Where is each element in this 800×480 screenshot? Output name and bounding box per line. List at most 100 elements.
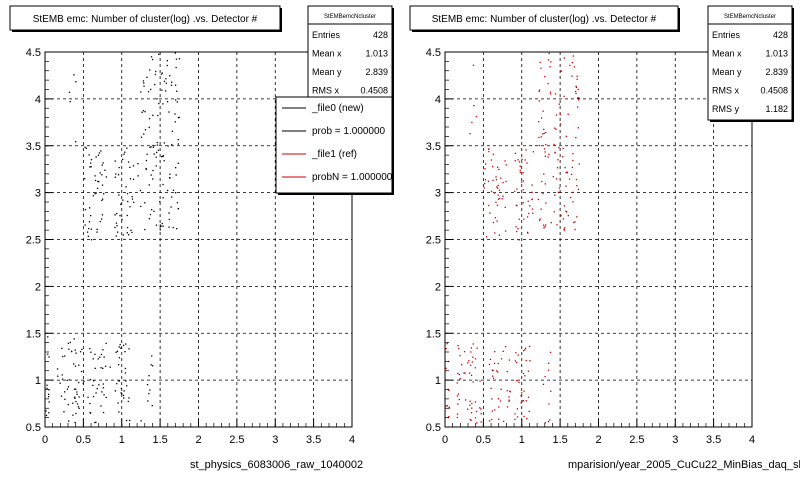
data-point	[559, 214, 562, 216]
data-point	[552, 176, 554, 178]
data-point	[66, 379, 68, 381]
data-point	[518, 218, 520, 220]
data-point	[467, 362, 469, 364]
data-point	[172, 189, 175, 191]
data-point	[505, 180, 507, 183]
data-point	[45, 410, 47, 412]
data-point	[530, 191, 533, 193]
x-tick-label: 2.5	[229, 434, 244, 446]
x-tick-label: 0	[42, 434, 48, 446]
data-point	[562, 147, 564, 149]
data-point	[168, 212, 170, 214]
data-point	[154, 73, 157, 76]
data-point	[82, 382, 84, 385]
data-point	[123, 344, 125, 346]
data-point	[75, 412, 77, 415]
data-point	[565, 135, 567, 137]
data-point	[544, 183, 546, 185]
data-point	[543, 75, 546, 78]
data-point	[88, 221, 91, 223]
data-point	[73, 338, 75, 340]
data-point	[144, 111, 146, 113]
data-point	[500, 358, 503, 360]
legend-label: _file0 (new)	[311, 103, 364, 114]
data-point	[497, 362, 499, 365]
data-point	[489, 358, 492, 360]
data-point	[498, 406, 500, 408]
data-point	[537, 198, 539, 201]
data-point	[554, 127, 556, 129]
data-point	[463, 372, 465, 374]
data-point	[130, 229, 132, 231]
data-point	[469, 400, 471, 402]
data-point	[95, 421, 97, 423]
data-point	[543, 173, 545, 175]
y-tick-label: 1.5	[26, 328, 41, 340]
data-point	[497, 184, 499, 187]
data-point	[151, 209, 153, 211]
data-point	[557, 191, 559, 193]
data-point	[168, 111, 170, 113]
data-point	[150, 146, 152, 148]
y-tick-label: 3	[35, 188, 41, 200]
data-point	[171, 143, 173, 146]
data-point	[457, 345, 459, 347]
data-point	[101, 214, 104, 216]
data-point	[518, 381, 520, 383]
data-point	[115, 173, 117, 175]
data-point	[545, 131, 547, 134]
data-point	[177, 208, 179, 210]
data-point	[469, 419, 471, 421]
data-point	[100, 353, 103, 356]
data-point	[77, 406, 80, 408]
data-point	[59, 382, 61, 384]
data-point	[498, 189, 501, 191]
data-point	[131, 198, 134, 200]
data-point	[64, 398, 66, 400]
data-point	[564, 167, 566, 169]
data-point	[102, 162, 104, 164]
data-point	[521, 158, 523, 160]
data-point	[163, 80, 166, 82]
data-point	[518, 161, 520, 163]
data-point	[491, 410, 493, 412]
data-point	[100, 150, 102, 152]
data-point	[529, 345, 531, 348]
data-point	[72, 402, 74, 404]
data-point	[175, 192, 177, 194]
x-tick-label: 4	[349, 434, 355, 446]
data-point	[92, 384, 94, 387]
x-tick-label: 1.5	[152, 434, 167, 446]
data-point	[571, 61, 573, 64]
data-point	[83, 380, 85, 382]
y-tick-label: 2	[435, 281, 441, 293]
data-point	[574, 228, 576, 231]
data-point	[148, 393, 150, 395]
data-point	[117, 174, 120, 176]
y-tick-label: 3	[435, 188, 441, 200]
data-point	[498, 197, 501, 200]
stats-label: Mean x	[712, 49, 742, 59]
data-point	[578, 97, 580, 99]
data-point	[528, 212, 530, 215]
x-tick-label: 4	[749, 434, 755, 446]
data-point	[114, 160, 116, 162]
data-point	[553, 211, 555, 213]
data-point	[563, 228, 565, 230]
data-point	[559, 123, 562, 125]
data-point	[526, 231, 529, 233]
data-point	[522, 372, 525, 375]
data-point	[148, 375, 150, 377]
stats-label: Entries	[312, 30, 341, 40]
data-point	[526, 162, 528, 164]
data-point	[145, 159, 148, 162]
data-point	[571, 75, 573, 77]
data-point	[483, 187, 485, 189]
data-point	[74, 396, 76, 398]
data-point	[98, 181, 100, 183]
data-point	[170, 206, 172, 208]
data-point	[559, 113, 561, 116]
data-point	[570, 173, 573, 175]
data-point	[157, 149, 160, 151]
data-point	[149, 389, 151, 391]
